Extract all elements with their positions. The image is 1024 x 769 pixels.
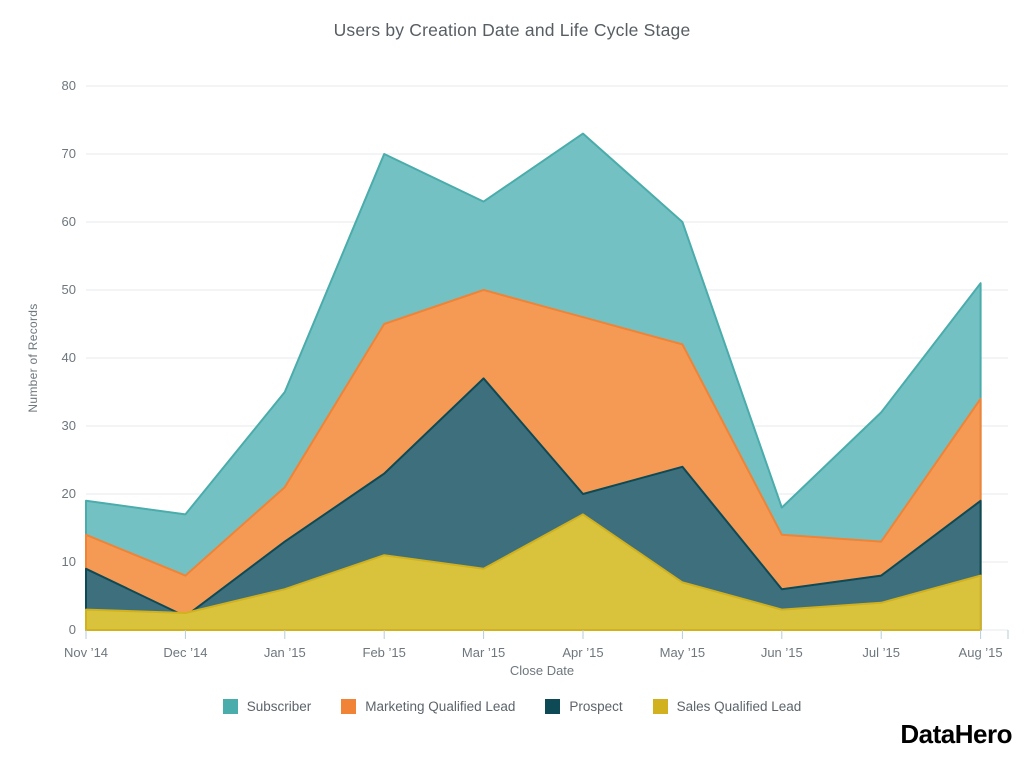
x-tick-label: Dec ’14 (163, 645, 208, 660)
y-tick-label: 20 (61, 486, 76, 501)
y-tick-label: 40 (61, 350, 76, 365)
legend-item-marketing-qualified-lead[interactable]: Marketing Qualified Lead (341, 699, 515, 714)
x-axis-title: Close Date (509, 663, 575, 678)
y-tick-label: 60 (61, 214, 76, 229)
y-tick-label: 0 (68, 622, 76, 637)
chart-legend: Subscriber Marketing Qualified Lead Prospe… (0, 699, 1024, 714)
chart-title: Users by Creation Date and Life Cycle St… (333, 20, 691, 40)
y-tick-label: 30 (61, 418, 76, 433)
legend-swatch-icon (545, 699, 561, 714)
x-tick-label: Mar ’15 (461, 645, 506, 660)
legend-item-subscriber[interactable]: Subscriber (222, 699, 312, 714)
y-tick-label: 50 (61, 282, 76, 297)
legend-swatch-icon (652, 699, 668, 714)
legend-swatch-icon (222, 699, 238, 714)
y-tick-label: 70 (61, 146, 76, 161)
legend-label: Marketing Qualified Lead (365, 699, 516, 714)
x-tick-label: Apr ’15 (562, 645, 604, 660)
x-tick-label: Aug ’15 (958, 645, 1003, 660)
datahero-logo: DataHero (900, 719, 1012, 749)
y-tick-label: 10 (61, 554, 76, 569)
legend-label: Sales Qualified Lead (676, 699, 802, 714)
legend-item-sales-qualified-lead[interactable]: Sales Qualified Lead (652, 699, 802, 714)
legend-label: Prospect (569, 699, 623, 714)
x-tick-label: May ’15 (659, 645, 706, 660)
legend-swatch-icon (341, 699, 357, 714)
legend-label: Subscriber (246, 699, 312, 714)
legend-item-prospect[interactable]: Prospect (545, 699, 623, 714)
x-tick-label: Jul ’15 (862, 645, 900, 660)
y-axis-title: Number of Records (26, 303, 40, 413)
x-tick-label: Feb ’15 (362, 645, 406, 660)
x-tick-label: Jan ’15 (263, 645, 306, 660)
y-tick-label: 80 (61, 78, 76, 93)
x-tick-label: Jun ’15 (760, 645, 803, 660)
x-tick-label: Nov ’14 (63, 645, 109, 660)
